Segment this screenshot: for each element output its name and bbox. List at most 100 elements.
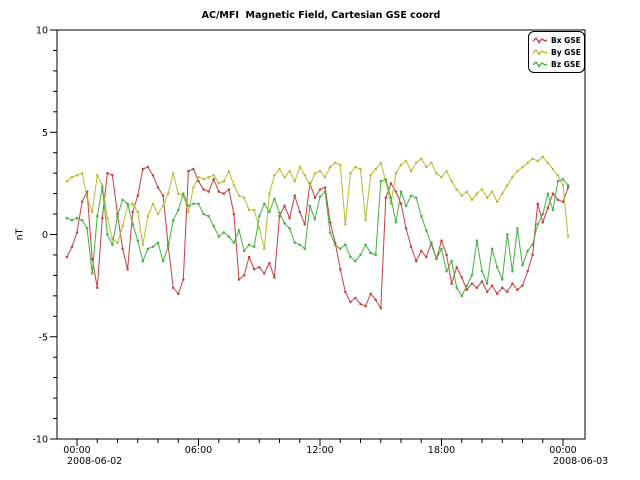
series-marker-bz-gse [435, 257, 438, 261]
series-marker-by-gse [430, 161, 433, 165]
series-marker-by-gse [506, 184, 509, 187]
series-marker-bx-gse [268, 261, 271, 265]
series-marker-bx-gse [161, 194, 165, 197]
y-axis-tick-label: -10 [32, 435, 48, 446]
series-marker-bx-gse [303, 223, 307, 226]
series-marker-bz-gse [490, 247, 494, 251]
series-marker-by-gse [440, 175, 443, 179]
series-marker-bx-gse [75, 231, 79, 234]
series-marker-by-gse [455, 188, 458, 191]
legend-line-sample-by-icon [532, 49, 548, 56]
series-marker-by-gse [171, 171, 175, 175]
series-marker-bz-gse [394, 220, 398, 224]
series-marker-by-gse [298, 165, 302, 169]
series-marker-by-gse [394, 171, 398, 175]
series-marker-bx-gse [490, 284, 494, 287]
series-marker-bx-gse [252, 268, 256, 271]
series-marker-bz-gse [323, 190, 327, 193]
series-marker-by-gse [561, 184, 565, 187]
series-marker-bx-gse [394, 190, 398, 193]
series-marker-by-gse [106, 216, 109, 220]
series-marker-bz-gse [121, 198, 124, 201]
y-axis-tick-label: 0 [42, 230, 48, 241]
series-marker-bz-gse [374, 253, 377, 257]
series-marker-bz-gse [308, 204, 312, 208]
series-marker-by-gse [435, 171, 438, 175]
series-marker-by-gse [344, 223, 347, 226]
series-marker-by-gse [364, 218, 367, 222]
series-marker-by-gse [556, 173, 560, 177]
series-marker-bx-gse [551, 192, 555, 195]
series-marker-bx-gse [460, 276, 464, 279]
series-marker-by-gse [480, 188, 484, 191]
series-marker-bx-gse [212, 178, 215, 181]
series-marker-by-gse [526, 161, 529, 165]
series-marker-by-gse [197, 175, 200, 179]
series-marker-bz-gse [455, 286, 458, 289]
series-marker-bz-gse [313, 217, 317, 221]
series-marker-by-gse [551, 167, 555, 171]
series-marker-bz-gse [252, 245, 256, 249]
series-marker-by-gse [313, 171, 317, 175]
series-marker-by-gse [187, 210, 190, 214]
series-marker-bz-gse [339, 247, 342, 251]
legend: Bx GSE By GSE Bz GSE [528, 31, 585, 73]
series-marker-bz-gse [161, 259, 165, 263]
series-marker-bz-gse [278, 211, 281, 215]
series-marker-by-gse [258, 227, 261, 230]
series-marker-bz-gse [116, 214, 119, 218]
series-marker-by-gse [379, 161, 383, 165]
series-marker-bx-gse [232, 212, 236, 216]
series-marker-bz-gse [349, 255, 352, 259]
series-marker-bz-gse [101, 186, 104, 189]
series-marker-bz-gse [536, 223, 539, 226]
series-marker-bz-gse [465, 284, 469, 287]
series-marker-bz-gse [273, 197, 276, 200]
series-marker-by-gse [450, 180, 453, 183]
series-marker-by-gse [141, 243, 145, 246]
series-marker-by-gse [232, 184, 236, 187]
series-marker-bz-gse [85, 227, 89, 230]
series-marker-by-gse [460, 194, 464, 197]
series-marker-bz-gse [318, 195, 322, 198]
series-marker-bz-gse [212, 225, 215, 228]
series-marker-bx-gse [480, 280, 484, 283]
series-marker-bx-gse [516, 288, 519, 291]
series-marker-bx-gse [182, 278, 185, 281]
series-marker-bz-gse [475, 239, 479, 242]
series-marker-bx-gse [217, 190, 221, 193]
series-marker-bx-gse [404, 227, 408, 230]
series-marker-bx-gse [313, 196, 317, 199]
series-marker-by-gse [399, 163, 403, 167]
series-marker-bx-gse [146, 165, 150, 169]
series-marker-bz-gse [359, 253, 362, 257]
series-marker-bx-gse [414, 259, 418, 263]
series-marker-bz-gse [526, 249, 529, 253]
series-marker-bz-gse [171, 218, 175, 222]
series-marker-by-gse [354, 165, 357, 169]
series-marker-by-gse [511, 175, 514, 179]
series-marker-bz-gse [232, 241, 236, 244]
series-marker-bz-gse [222, 231, 226, 234]
series-marker-bx-gse [207, 190, 210, 193]
series-marker-bx-gse [339, 268, 342, 271]
series-marker-bx-gse [369, 292, 372, 296]
series-marker-bz-gse [156, 241, 160, 244]
series-marker-by-gse [131, 202, 134, 206]
series-marker-bz-gse [430, 243, 433, 246]
series-marker-bz-gse [344, 243, 347, 246]
series-marker-bx-gse [131, 210, 134, 214]
legend-item-by: By GSE [532, 46, 581, 58]
series-marker-bx-gse [263, 272, 266, 275]
series-marker-by-gse [227, 169, 231, 173]
series-marker-bz-gse [369, 251, 372, 255]
series-marker-bx-gse [192, 167, 195, 171]
series-marker-by-gse [207, 175, 210, 179]
series-line-bz-gse [66, 178, 569, 297]
series-marker-by-gse [263, 247, 266, 251]
series-marker-by-gse [161, 204, 165, 208]
series-marker-bz-gse [96, 214, 99, 218]
series-marker-by-gse [101, 184, 104, 187]
series-marker-bx-gse [470, 282, 474, 285]
series-marker-by-gse [237, 194, 241, 197]
